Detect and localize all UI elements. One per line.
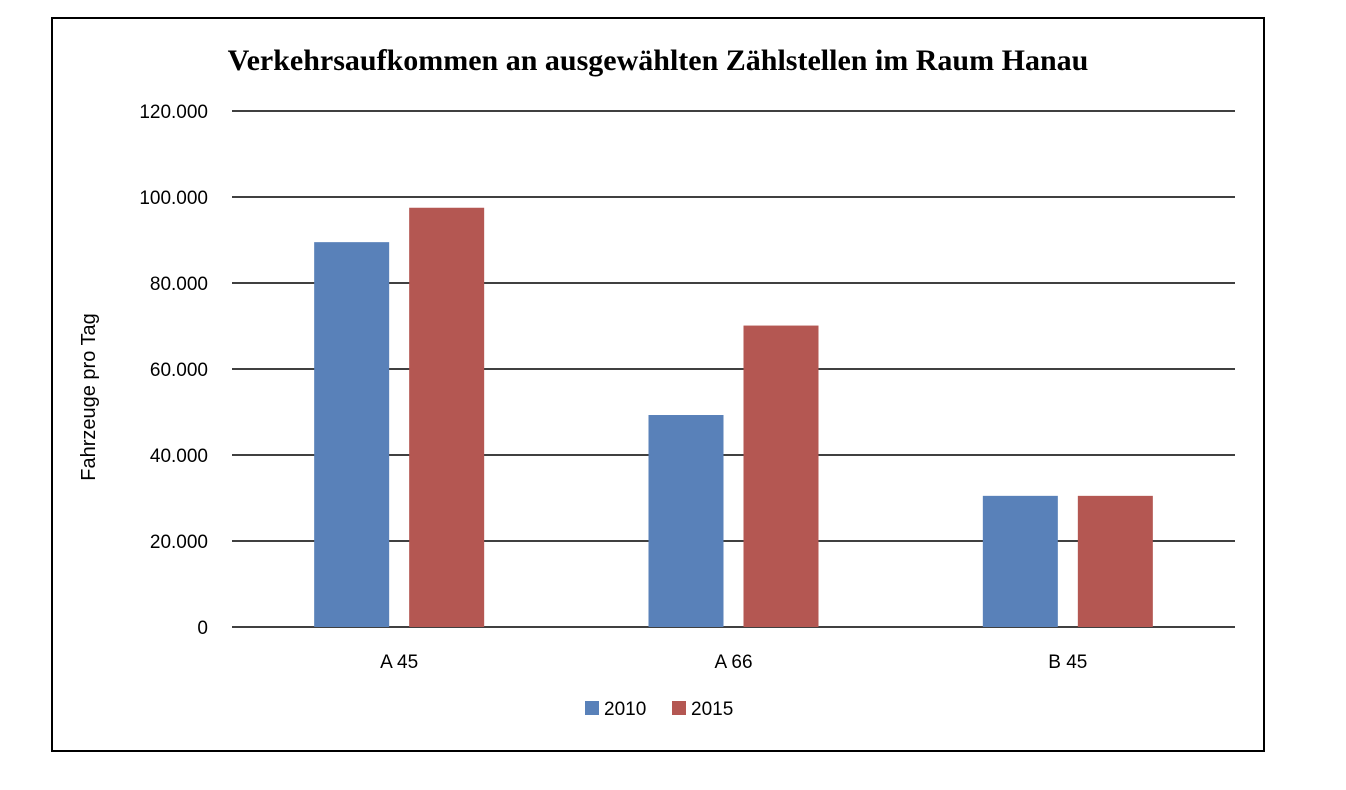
bar-2010-a-66 bbox=[648, 415, 724, 627]
gridlines bbox=[232, 110, 1235, 628]
x-tick-label: A 45 bbox=[380, 652, 418, 673]
y-tick-label: 40.000 bbox=[150, 446, 208, 467]
y-axis-ticks: 0 20.000 40.000 60.000 80.000 100.000 120.000 bbox=[139, 102, 208, 639]
legend-label: 2015 bbox=[691, 699, 733, 720]
y-tick-label: 80.000 bbox=[150, 274, 208, 295]
y-tick-label: 20.000 bbox=[150, 532, 208, 553]
legend-swatch bbox=[672, 701, 686, 715]
chart-title: Verkehrsaufkommen an ausgewählten Zählst… bbox=[228, 44, 1089, 77]
bars bbox=[314, 207, 1153, 627]
bar-2015-a-45 bbox=[409, 207, 485, 627]
bar-2015-b-45 bbox=[1077, 495, 1153, 627]
y-axis-label: Fahrzeuge pro Tag bbox=[78, 313, 100, 481]
chart-frame bbox=[51, 17, 1265, 752]
legend: 2010 2015 bbox=[585, 699, 733, 720]
x-axis-ticks: A 45 A 66 B 45 bbox=[380, 652, 1087, 673]
y-tick-label: 60.000 bbox=[150, 360, 208, 381]
y-tick-label: 120.000 bbox=[139, 102, 208, 123]
y-tick-label: 0 bbox=[197, 618, 208, 639]
x-tick-label: A 66 bbox=[714, 652, 752, 673]
legend-label: 2010 bbox=[604, 699, 646, 720]
bar-2010-b-45 bbox=[982, 495, 1058, 627]
legend-swatch bbox=[585, 701, 599, 715]
x-tick-label: B 45 bbox=[1048, 652, 1087, 673]
bar-2010-a-45 bbox=[314, 242, 390, 627]
y-tick-label: 100.000 bbox=[139, 188, 208, 209]
bar-2015-a-66 bbox=[743, 325, 819, 627]
